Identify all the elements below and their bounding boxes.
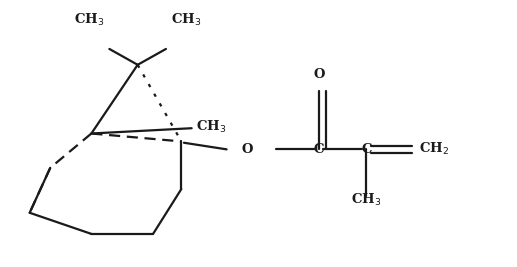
Text: C: C [314,143,325,156]
Text: CH$_3$: CH$_3$ [352,191,382,208]
Text: O: O [241,143,253,156]
Text: CH$_2$: CH$_2$ [419,141,449,158]
Text: O: O [313,68,325,81]
Text: CH$_3$: CH$_3$ [171,12,202,28]
Text: CH$_3$: CH$_3$ [196,119,226,135]
Text: CH$_3$: CH$_3$ [74,12,104,28]
Text: C: C [361,143,372,156]
